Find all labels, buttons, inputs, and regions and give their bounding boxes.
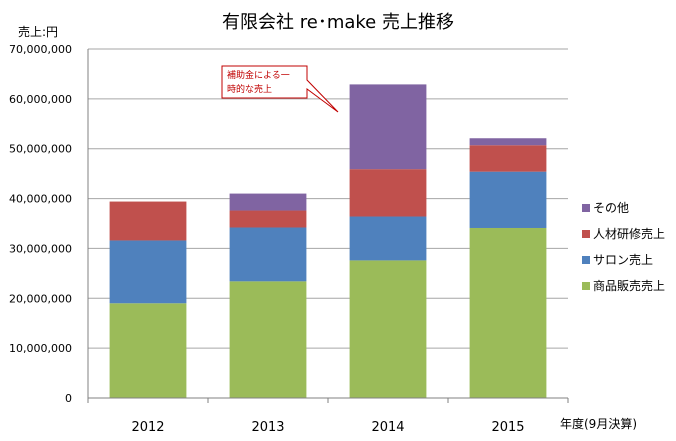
legend-swatch — [582, 282, 590, 290]
bar-segment — [469, 227, 547, 398]
legend-label: 人材研修売上 — [593, 226, 665, 241]
y-tick-label: 10,000,000 — [9, 342, 72, 355]
legend-label: サロン売上 — [593, 252, 653, 267]
x-tick-label: 2015 — [491, 420, 524, 435]
bar-segment — [229, 210, 307, 228]
y-tick-label: 20,000,000 — [9, 292, 72, 305]
annotation-line-1: 補助金による一 — [227, 69, 290, 81]
bar-segment — [469, 171, 547, 228]
y-tick-label: 30,000,000 — [9, 242, 72, 255]
bar-segment — [469, 145, 547, 172]
y-tick-label: 0 — [65, 392, 72, 405]
legend-swatch — [582, 204, 590, 212]
chart-title: 有限会社 re･make 売上推移 — [222, 12, 454, 33]
annotation-callout: 補助金による一 時的な売上 — [221, 65, 339, 113]
bar-segment — [109, 201, 187, 241]
bar-segment — [229, 227, 307, 282]
bar-segment — [349, 216, 427, 261]
bar-segment — [349, 260, 427, 398]
x-tick-label: 2014 — [371, 420, 404, 435]
bar-segment — [229, 281, 307, 398]
bar-segment — [349, 84, 427, 170]
bar-segment — [469, 138, 547, 146]
x-tick-label: 2013 — [251, 420, 284, 435]
y-tick-label: 60,000,000 — [9, 93, 72, 106]
bar-segment — [229, 193, 307, 211]
axes — [87, 49, 569, 403]
y-tick-label: 50,000,000 — [9, 143, 72, 156]
x-tick-labels: 2012 2013 2014 2015 — [131, 420, 524, 435]
y-tick-label: 40,000,000 — [9, 193, 72, 206]
annotation-callout-box — [221, 65, 339, 113]
bar-segment — [109, 303, 187, 398]
bar-segment — [109, 240, 187, 304]
y-tick-label: 70,000,000 — [9, 43, 72, 56]
legend-swatch — [582, 230, 590, 238]
bar-segment — [349, 169, 427, 217]
annotation-line-2: 時的な売上 — [227, 83, 272, 95]
y-axis-label: 売上:円 — [18, 24, 58, 39]
y-tick-labels: 0 10,000,000 20,000,000 30,000,000 40,000,00… — [9, 43, 72, 405]
bars — [109, 84, 547, 398]
legend-swatch — [582, 256, 590, 264]
legend-label: 商品販売売上 — [593, 278, 665, 293]
x-axis-label: 年度(9月決算) — [560, 416, 637, 431]
legend-label: その他 — [593, 201, 629, 215]
x-tick-label: 2012 — [131, 420, 164, 435]
